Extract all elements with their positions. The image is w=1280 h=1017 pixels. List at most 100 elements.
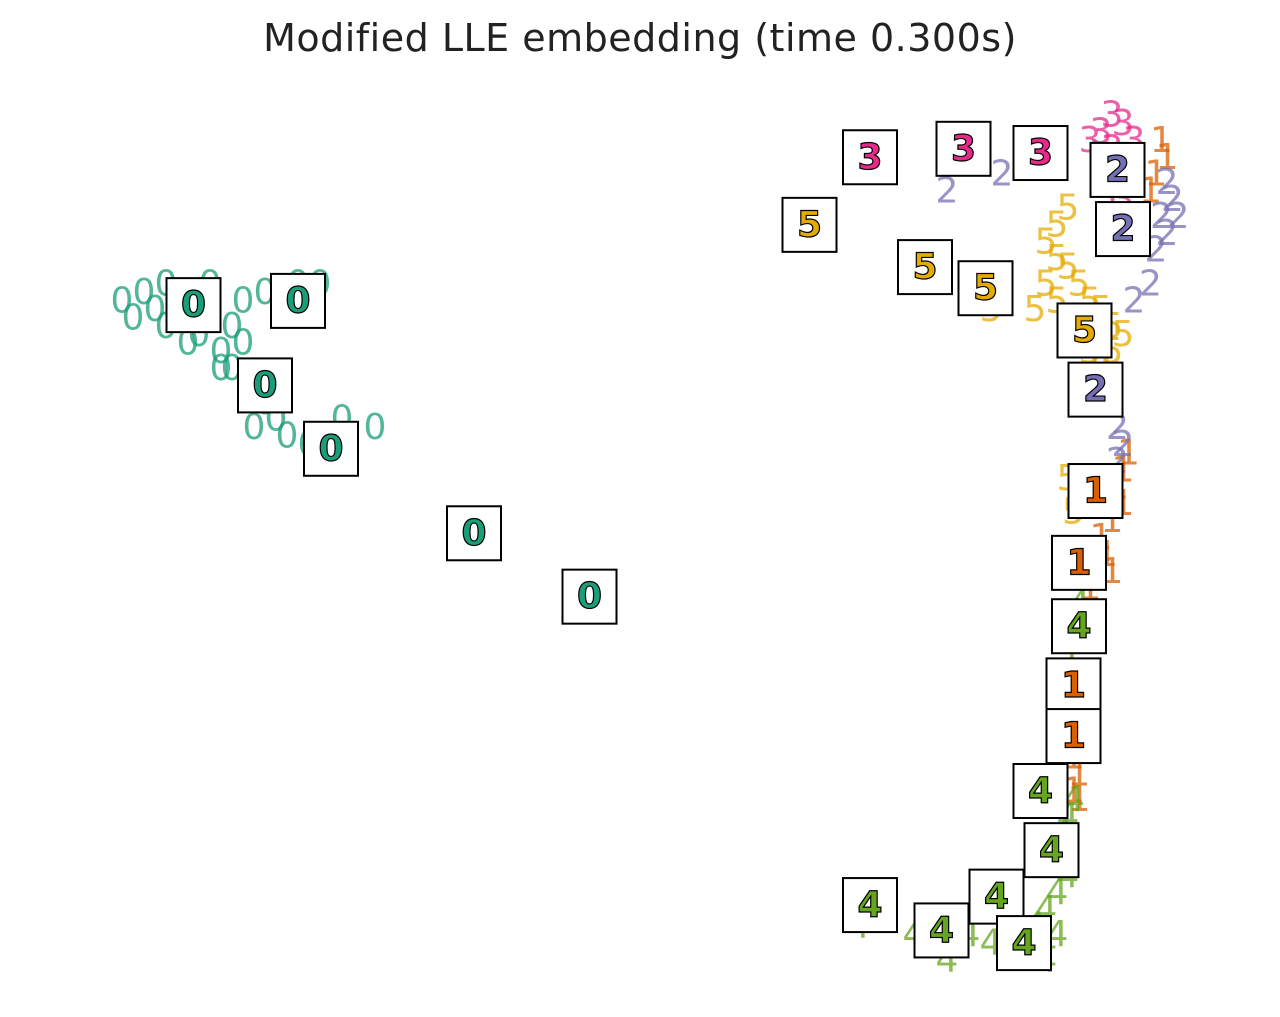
digit-point-2: 2 xyxy=(1156,162,1179,203)
digit-point-2: 2 xyxy=(1167,196,1190,237)
digit-thumbnail: 0 xyxy=(165,277,222,334)
digit-point-3: 3 xyxy=(1112,103,1135,144)
thumbnail-digit-5: 5 xyxy=(912,247,937,288)
thumbnail-digit-5: 5 xyxy=(973,268,998,309)
thumbnail-box xyxy=(1051,598,1107,655)
digit-thumbnail: 0 xyxy=(270,272,326,329)
digit-thumbnail: 5 xyxy=(957,260,1014,317)
digit-point-0: 0 xyxy=(111,280,134,321)
digit-point-5: 5 xyxy=(1057,187,1080,228)
thumbnail-box xyxy=(1023,822,1080,879)
digit-thumbnail: 2 xyxy=(1067,361,1124,418)
thumbnail-digit-4: 4 xyxy=(1039,830,1064,871)
digit-point-5: 5 xyxy=(1057,247,1080,288)
thumbnail-box xyxy=(1012,125,1069,182)
thumbnail-digit-2: 2 xyxy=(1110,209,1135,250)
digit-thumbnail: 4 xyxy=(1051,598,1107,655)
thumbnail-box xyxy=(446,505,502,562)
thumbnail-box xyxy=(303,420,359,477)
thumbnail-box xyxy=(957,260,1014,317)
thumbnail-box xyxy=(935,120,992,177)
digit-point-2: 2 xyxy=(1123,280,1146,321)
digit-point-2: 2 xyxy=(1112,424,1135,465)
digit-point-2: 2 xyxy=(936,171,959,212)
thumbnail-box xyxy=(1051,534,1107,591)
thumbnail-digit-4: 4 xyxy=(1066,606,1091,647)
digit-point-0: 0 xyxy=(210,348,233,389)
digit-thumbnail: 1 xyxy=(1045,708,1102,765)
thumbnail-digit-0: 0 xyxy=(577,576,602,617)
digit-thumbnail: 5 xyxy=(897,239,953,296)
thumbnail-digit-4: 4 xyxy=(929,910,954,951)
thumbnail-digit-4: 4 xyxy=(857,885,882,926)
digit-point-5: 5 xyxy=(1035,264,1058,305)
digit-point-3: 3 xyxy=(1101,95,1124,136)
digit-thumbnail: 0 xyxy=(561,568,618,625)
digit-point-2: 2 xyxy=(1139,264,1162,305)
thumbnail-box xyxy=(1095,201,1151,258)
thumbnail-digit-0: 0 xyxy=(285,280,310,321)
digit-thumbnail: 5 xyxy=(1056,302,1113,359)
digit-point-0: 0 xyxy=(232,280,255,321)
digit-thumbnail: 4 xyxy=(842,877,898,934)
digit-point-0: 0 xyxy=(122,297,145,338)
digit-point-0: 0 xyxy=(232,323,255,364)
thumbnail-box xyxy=(842,877,898,934)
thumbnail-box xyxy=(996,915,1052,972)
digit-thumbnail: 0 xyxy=(446,505,502,562)
digit-thumbnail: 4 xyxy=(1012,763,1069,819)
digit-thumbnail: 4 xyxy=(1023,822,1080,879)
thumbnail-box xyxy=(1067,463,1124,520)
thumbnail-digit-3: 3 xyxy=(857,137,882,178)
digit-thumbnail: 0 xyxy=(237,357,293,414)
digit-point-5: 5 xyxy=(1035,221,1058,262)
thumbnail-digit-5: 5 xyxy=(1072,310,1097,351)
digit-thumbnail: 4 xyxy=(968,868,1025,925)
thumbnail-digit-0: 0 xyxy=(252,365,277,406)
digit-thumbnail: 3 xyxy=(842,129,898,186)
digit-point-5: 5 xyxy=(1024,289,1047,330)
digit-thumbnail: 2 xyxy=(1095,201,1151,258)
thumbnail-box xyxy=(897,239,953,296)
digit-thumbnail: 4 xyxy=(996,915,1052,972)
thumbnail-digit-3: 3 xyxy=(1028,133,1053,174)
digit-thumbnail: 1 xyxy=(1045,657,1102,714)
thumbnail-digit-5: 5 xyxy=(797,204,822,245)
digit-thumbnail: 3 xyxy=(1012,125,1069,182)
thumbnail-digit-1: 1 xyxy=(1066,542,1091,583)
digit-thumbnail: 1 xyxy=(1067,463,1124,520)
thumbnail-box xyxy=(1012,763,1069,819)
digit-thumbnail: 5 xyxy=(781,196,838,253)
digit-thumbnail: 4 xyxy=(913,902,970,959)
digit-thumbnail: 2 xyxy=(1089,141,1146,198)
digit-point-0: 0 xyxy=(210,331,233,372)
thumbnail-digit-2: 2 xyxy=(1105,149,1130,190)
digit-point-2: 2 xyxy=(1156,213,1179,254)
digit-thumbnail: 0 xyxy=(303,420,359,477)
thumbnail-digit-4: 4 xyxy=(984,876,1009,917)
thumbnail-digit-0: 0 xyxy=(181,285,206,326)
digit-point-2: 2 xyxy=(991,154,1014,195)
digit-point-0: 0 xyxy=(243,407,266,448)
digit-point-0: 0 xyxy=(133,272,156,313)
thumbnail-digit-1: 1 xyxy=(1061,716,1086,757)
digit-point-0: 0 xyxy=(276,416,299,457)
thumbnail-digit-4: 4 xyxy=(1028,771,1053,812)
thumbnail-box xyxy=(1056,302,1113,359)
digit-point-0: 0 xyxy=(364,407,387,448)
digit-point-5: 5 xyxy=(1068,264,1091,305)
digit-thumbnail: 1 xyxy=(1051,534,1107,591)
digit-point-1: 1 xyxy=(1156,137,1179,178)
digit-point-1: 1 xyxy=(1145,154,1168,195)
digit-point-4: 4 xyxy=(1046,872,1069,913)
thumbnail-box xyxy=(561,568,618,625)
digit-point-1: 1 xyxy=(1068,779,1091,820)
thumbnail-digit-1: 1 xyxy=(1061,665,1086,706)
digit-point-2: 2 xyxy=(1150,196,1173,237)
thumbnail-digit-0: 0 xyxy=(318,428,343,469)
thumbnail-box xyxy=(1067,361,1124,418)
thumbnail-box xyxy=(165,277,222,334)
thumbnail-box xyxy=(237,357,293,414)
